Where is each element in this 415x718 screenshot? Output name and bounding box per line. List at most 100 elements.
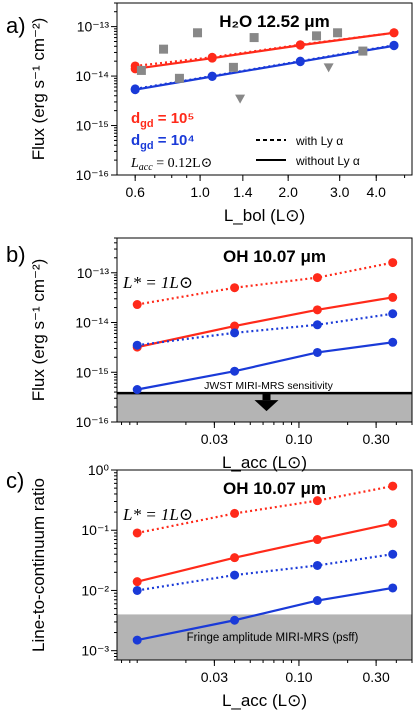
chart-title: H₂O 12.52 μm <box>219 12 330 31</box>
chart-subtitle: L* = 1L⊙ <box>122 505 193 524</box>
lacc-annotation: Lacc = 0.12L⊙ <box>130 156 212 173</box>
shaded-region-label: Fringe amplitude MIRI-MRS (psff) <box>187 632 359 644</box>
data-point <box>312 273 322 283</box>
series-line <box>137 341 393 391</box>
data-point <box>295 57 305 67</box>
x-tick-label: 0.10 <box>285 431 312 447</box>
data-point <box>230 553 240 563</box>
series-1 <box>132 481 398 538</box>
data-point <box>249 33 259 43</box>
series-4 <box>132 583 398 645</box>
series-line <box>137 312 393 347</box>
x-axis-label: L_bol (L⊙) <box>224 206 305 225</box>
x-tick-label: 1.0 <box>190 184 210 200</box>
shaded-region-label: JWST MIRI-MRS sensitivity <box>204 380 333 392</box>
x-tick-label: 1.4 <box>233 184 253 200</box>
data-point <box>230 328 240 338</box>
data-point <box>230 615 240 625</box>
data-point <box>230 283 240 293</box>
panel-label: a) <box>6 13 26 38</box>
data-point <box>388 292 398 302</box>
series-2 <box>132 292 398 352</box>
data-point <box>230 570 240 580</box>
series-line <box>134 44 395 91</box>
y-tick-label: 10⁻¹³ <box>77 265 110 281</box>
data-point <box>389 28 399 38</box>
data-point <box>358 46 368 56</box>
y-tick-label: 10⁻¹⁶ <box>76 167 109 183</box>
y-tick-label: 10⁻¹⁴ <box>75 68 109 84</box>
dgd-blue-label: dgd = 10⁴ <box>131 132 195 152</box>
data-point <box>174 73 184 83</box>
data-point <box>388 549 398 559</box>
x-tick-label: 0.10 <box>285 669 312 685</box>
panel-1: a) 10⁻¹⁶ 10⁻¹⁵ 10⁻¹⁴ 10⁻¹³ 0.6 1.0 1.4 2.0 3.0 4.0… <box>6 2 413 225</box>
panel-2: b) JWST MIRI-MRS sensitivity 10⁻¹⁶ 10⁻¹⁵ 10⁻… <box>6 237 413 472</box>
y-tick-label: 10⁻² <box>81 582 109 598</box>
y-tick-label: 10⁻¹⁵ <box>76 364 109 380</box>
data-point <box>389 41 399 51</box>
legend-dashed-label: with Ly α <box>295 134 343 148</box>
data-point <box>323 63 334 73</box>
data-point <box>312 305 322 315</box>
data-point <box>312 31 322 41</box>
y-tick-label: 10⁻¹³ <box>77 19 110 35</box>
y-tick-label: 10⁻³ <box>81 643 109 659</box>
data-point <box>295 40 305 50</box>
chart-title: OH 10.07 μm <box>223 479 326 498</box>
data-point <box>132 635 142 645</box>
panel-3: c) Fringe amplitude MIRI-MRS (psff) 10⁻³ 10… <box>6 462 413 710</box>
dgd-red-label: dgd = 10⁵ <box>131 110 194 130</box>
x-tick-label: 0.6 <box>125 184 145 200</box>
series-4 <box>130 41 399 95</box>
data-point <box>230 508 240 518</box>
y-tick-label: 10⁻¹⁵ <box>76 118 109 134</box>
shaded-region <box>117 614 412 660</box>
x-tick-label: 4.0 <box>367 184 387 200</box>
data-point <box>388 481 398 491</box>
data-point <box>132 577 142 587</box>
data-point <box>388 583 398 593</box>
y-axis-label: Flux (erg s⁻¹ cm⁻²) <box>29 18 48 161</box>
x-tick-label: 0.03 <box>201 669 228 685</box>
data-point <box>235 94 246 104</box>
series-line <box>136 522 393 583</box>
y-tick-label: 10⁻¹⁶ <box>76 414 109 430</box>
data-point <box>333 28 343 38</box>
data-point <box>207 72 217 82</box>
y-tick-label: 10⁻¹⁴ <box>75 315 109 331</box>
data-point <box>388 518 398 528</box>
series-2 <box>132 518 398 587</box>
data-point <box>132 585 142 595</box>
data-point <box>230 366 240 376</box>
x-axis-label: L_acc (L⊙) <box>222 691 307 710</box>
series-line <box>135 31 395 70</box>
x-tick-label: 3.0 <box>330 184 350 200</box>
y-axis-label: Flux (erg s⁻¹ cm⁻²) <box>29 259 48 402</box>
arrow-shaft <box>262 393 271 401</box>
data-point <box>193 28 203 38</box>
data-point <box>312 320 322 330</box>
data-point <box>132 300 142 310</box>
data-point <box>312 596 322 606</box>
y-tick-label: 10⁰ <box>88 462 110 478</box>
x-tick-label: 0.30 <box>362 431 389 447</box>
data-point <box>132 385 142 395</box>
series-line <box>136 586 393 642</box>
x-axis-label: L_acc (L⊙) <box>222 453 307 472</box>
series-6 <box>235 63 334 104</box>
data-point <box>130 85 140 95</box>
series-line <box>136 485 393 535</box>
data-point <box>132 340 142 350</box>
data-point <box>312 535 322 545</box>
legend-solid-label: without Ly α <box>295 154 360 168</box>
data-point <box>228 62 238 72</box>
series-line <box>137 553 393 592</box>
plot-frame <box>116 469 413 661</box>
data-point <box>312 560 322 570</box>
down-arrow-icon <box>254 400 279 412</box>
series-line <box>136 296 393 349</box>
panel-label: b) <box>6 242 26 267</box>
panel-label: c) <box>6 468 24 493</box>
